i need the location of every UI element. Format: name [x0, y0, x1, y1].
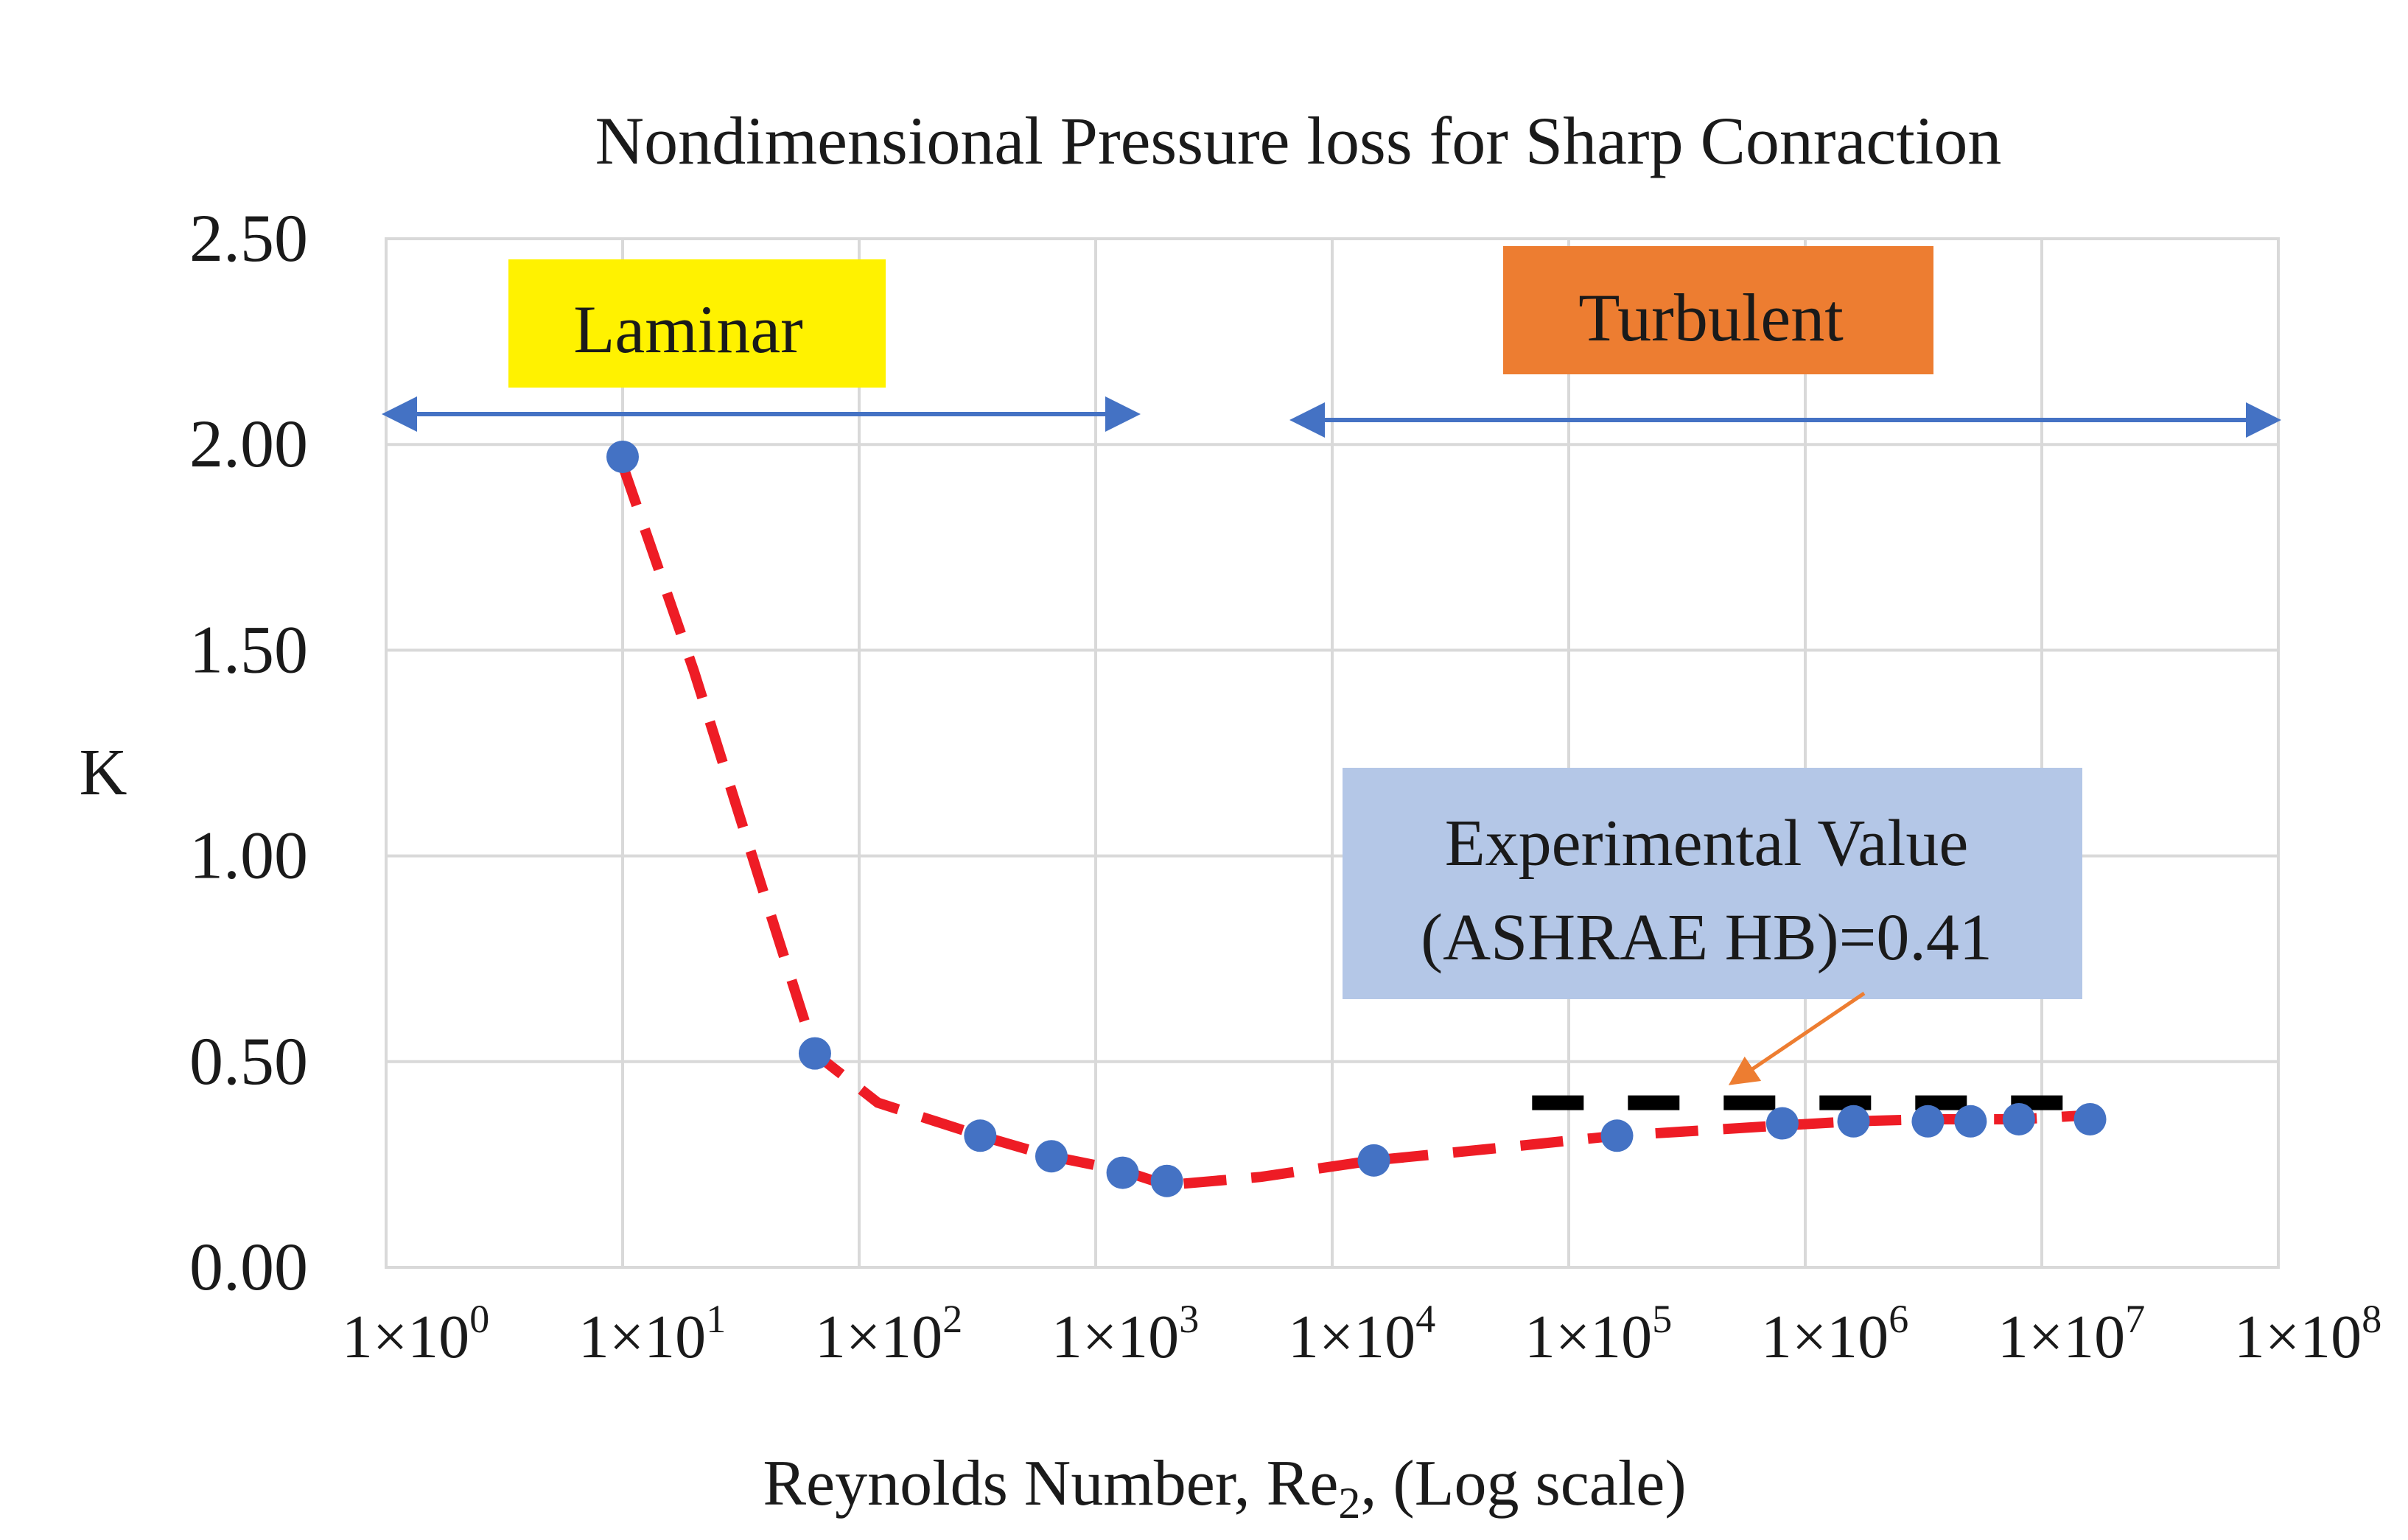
data-point-5 [1150, 1164, 1183, 1197]
x-tick-exp-6: 6 [1889, 1297, 1908, 1341]
callout-pointer-arrow [1728, 991, 1866, 1085]
x-tick-exp-5: 5 [1652, 1297, 1672, 1341]
x-tick-base-6: 1×10 [1761, 1303, 1889, 1371]
x-tick-label-1: 1×101 [578, 1297, 726, 1371]
x-axis-label-subscript: 2 [1338, 1479, 1360, 1527]
x-tick-base-4: 1×10 [1288, 1303, 1415, 1371]
turbulent-label: Turbulent [1578, 280, 1844, 355]
data-point-11 [1954, 1105, 1987, 1138]
x-axis-label-main: Reynolds Number, Re [763, 1448, 1338, 1519]
callout-line-2: (ASHRAE HB)=0.41 [1421, 901, 1992, 974]
x-tick-base-2: 1×10 [815, 1303, 942, 1371]
laminar-label-box [508, 259, 886, 388]
data-point-2 [964, 1119, 997, 1152]
data-points [606, 440, 2107, 1197]
data-point-7 [1600, 1119, 1634, 1152]
x-tick-label-2: 1×102 [815, 1297, 962, 1371]
x-tick-label-6: 1×106 [1761, 1297, 1908, 1371]
x-tick-labels: 1×100 1×101 1×102 1×103 1×104 1×105 1×106 1×107… [342, 1297, 2381, 1371]
plot-area-border [385, 237, 2280, 1269]
x-tick-exp-8: 8 [2362, 1297, 2381, 1341]
x-tick-exp-7: 7 [2125, 1297, 2145, 1341]
data-point-12 [2002, 1102, 2035, 1135]
x-tick-label-5: 1×105 [1525, 1297, 1672, 1371]
x-tick-exp-3: 3 [1179, 1297, 1199, 1341]
x-tick-exp-4: 4 [1415, 1297, 1435, 1341]
x-tick-base-1: 1×10 [578, 1303, 706, 1371]
x-tick-exp-2: 2 [942, 1297, 962, 1341]
x-axis-label: Reynolds Number, Re2, (Log scale) [763, 1448, 1686, 1527]
y-tick-label-0: 0.00 [189, 1229, 308, 1304]
chart-title: Nondimensional Pressure loss for Sharp C… [595, 103, 2002, 178]
x-tick-label-4: 1×104 [1288, 1297, 1435, 1371]
y-tick-label-2: 1.00 [189, 818, 308, 893]
y-axis-label: K [80, 736, 127, 809]
data-point-13 [2073, 1102, 2107, 1135]
x-tick-base-0: 1×10 [342, 1303, 469, 1371]
x-tick-base-7: 1×10 [1998, 1303, 2125, 1371]
data-point-6 [1357, 1144, 1390, 1177]
x-axis-label-tail: , (Log scale) [1360, 1448, 1686, 1519]
x-tick-exp-1: 1 [706, 1297, 726, 1341]
y-tick-label-4: 2.00 [189, 406, 308, 481]
data-point-4 [1106, 1156, 1139, 1189]
x-tick-label-7: 1×107 [1998, 1297, 2145, 1371]
data-point-8 [1765, 1107, 1799, 1140]
y-tick-label-3: 1.50 [189, 612, 308, 687]
x-tick-base-3: 1×10 [1051, 1303, 1179, 1371]
data-point-9 [1837, 1105, 1870, 1138]
x-tick-label-8: 1×108 [2234, 1297, 2381, 1371]
data-point-10 [1911, 1105, 1945, 1138]
y-tick-label-1: 0.50 [189, 1023, 308, 1099]
data-point-3 [1035, 1140, 1068, 1173]
x-tick-base-5: 1×10 [1525, 1303, 1652, 1371]
data-point-1 [798, 1037, 831, 1070]
callout-box [1343, 768, 2082, 999]
x-tick-label-3: 1×103 [1051, 1297, 1199, 1371]
x-tick-base-8: 1×10 [2234, 1303, 2362, 1371]
x-tick-label-0: 1×100 [342, 1297, 489, 1371]
laminar-label: Laminar [573, 292, 803, 367]
y-tick-label-5: 2.50 [189, 200, 308, 276]
callout-line-1: Experimental Value [1445, 807, 1969, 880]
x-tick-exp-0: 0 [469, 1297, 489, 1341]
turbulent-label-box [1503, 246, 1933, 374]
data-point-0 [606, 440, 639, 473]
y-tick-labels: 0.00 0.50 1.00 1.50 2.00 2.50 [189, 200, 308, 1304]
